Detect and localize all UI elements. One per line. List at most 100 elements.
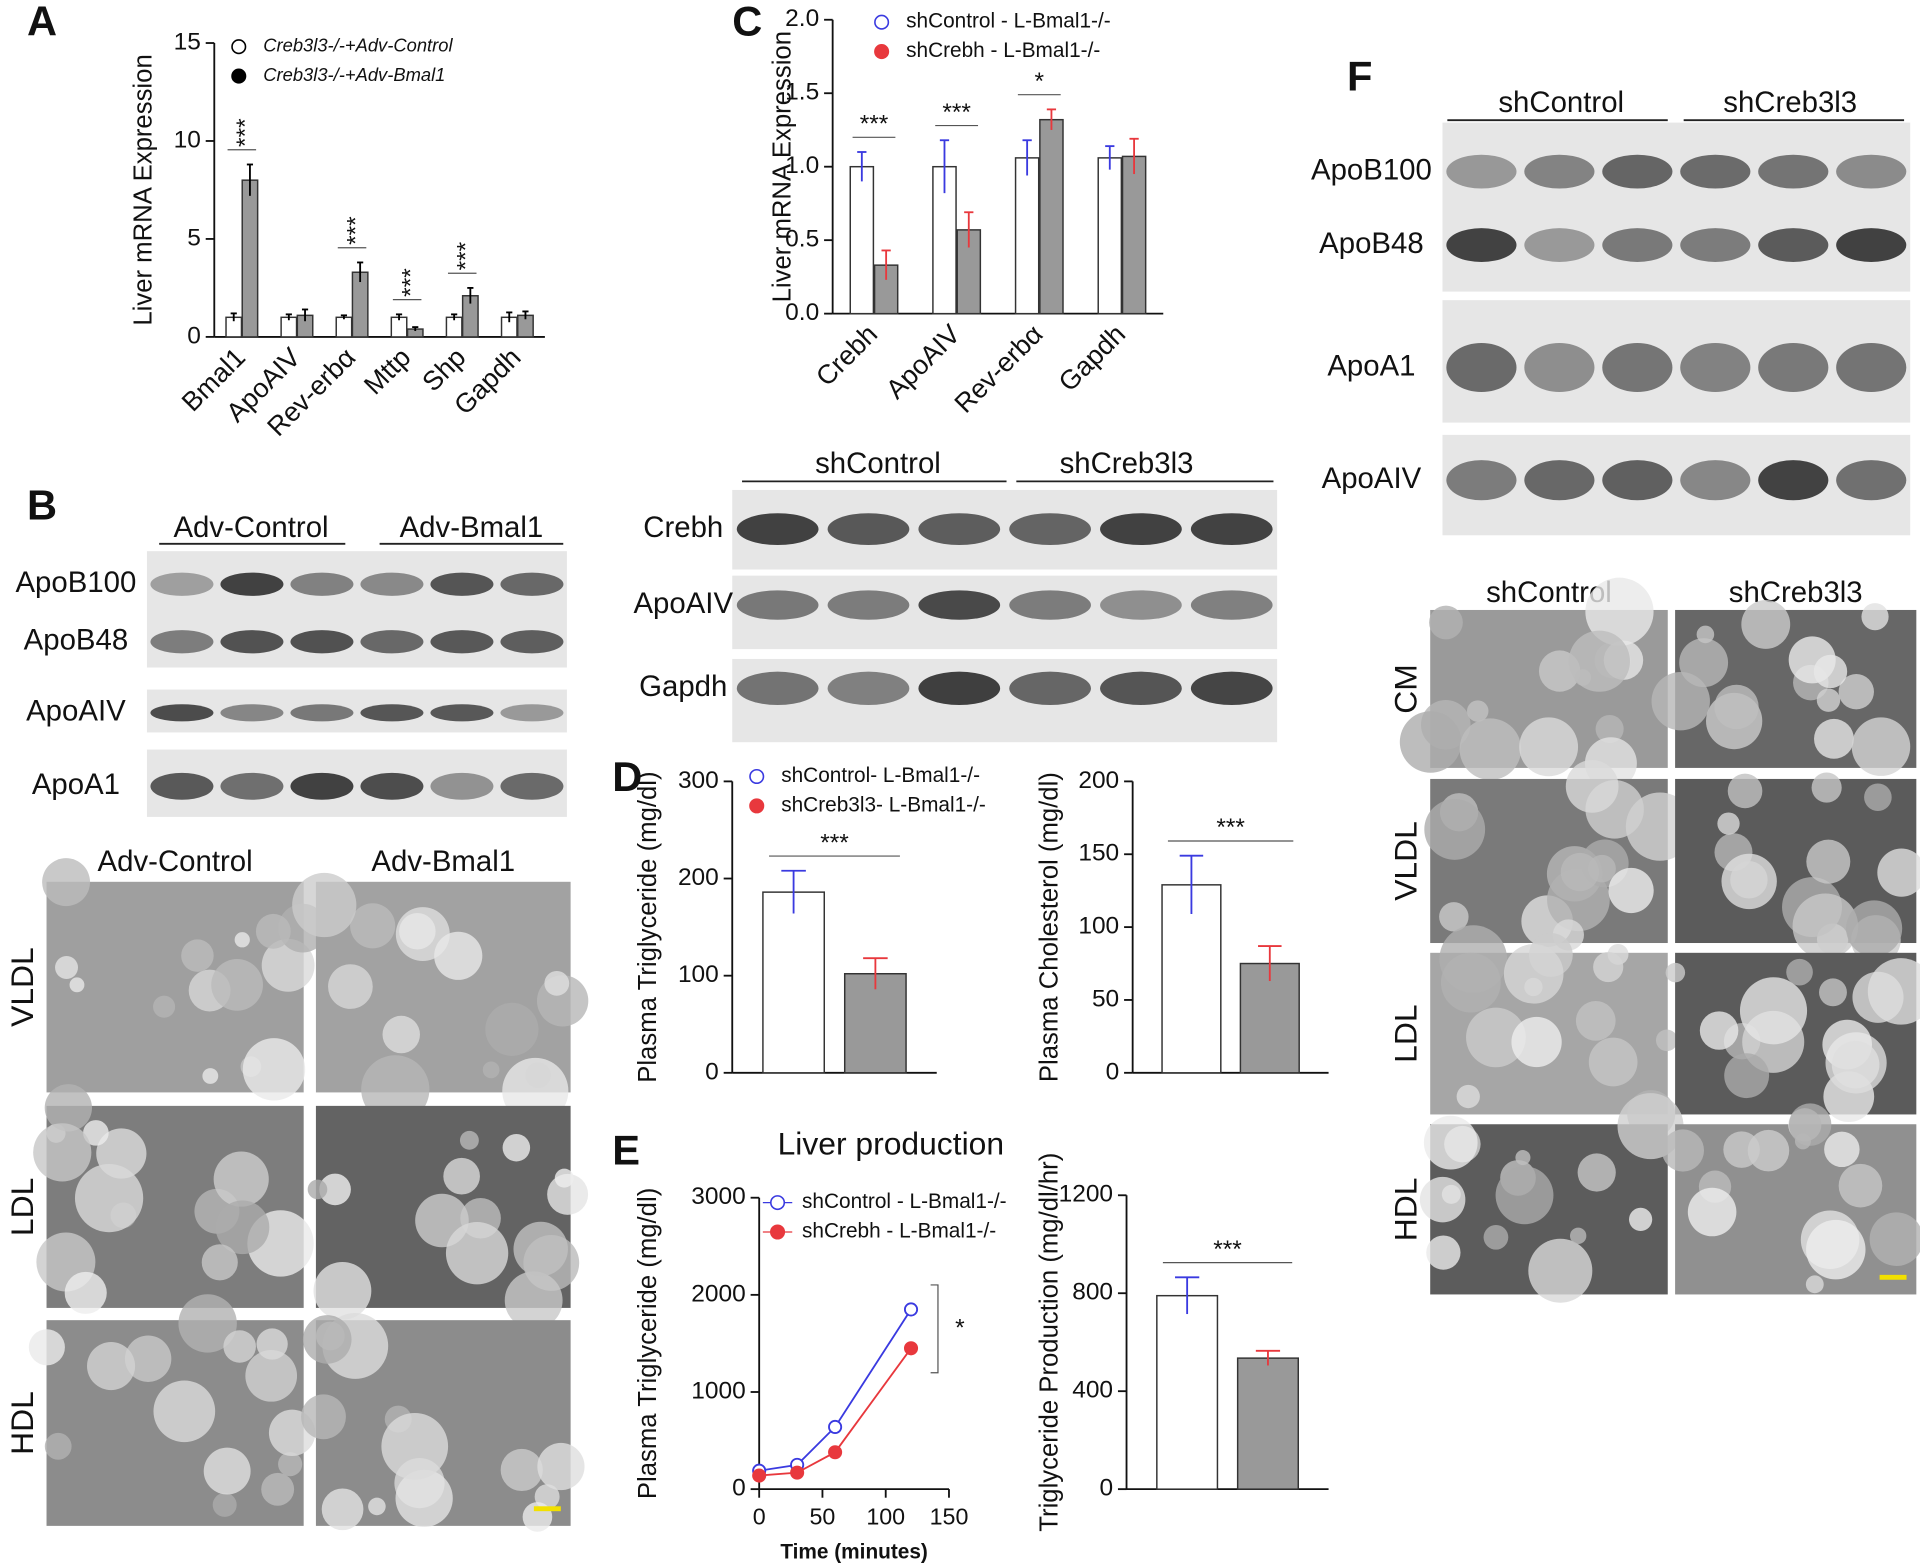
micrograph-row-label: HDL [1388, 1178, 1424, 1242]
particle [1483, 1224, 1509, 1250]
blot-band [1758, 460, 1829, 501]
significance-label: *** [342, 216, 369, 245]
line [759, 1347, 912, 1477]
blot-row-label: ApoB100 [1311, 153, 1432, 186]
particle [42, 858, 91, 907]
y-tick-label: 1.5 [785, 79, 819, 106]
particle [256, 1328, 288, 1360]
blot-band [220, 772, 284, 800]
blot-row-label: ApoAIV [633, 587, 733, 620]
blot-band [1524, 228, 1595, 262]
blot-band [1446, 154, 1517, 189]
particle [1439, 902, 1469, 932]
particle [1511, 1016, 1562, 1068]
particle [1608, 867, 1654, 914]
y-axis-label: Plasma Cholesterol (mg/dl) [1035, 772, 1063, 1082]
particle [301, 1394, 346, 1440]
particle [1467, 700, 1489, 722]
particle [1651, 671, 1710, 731]
particle [1588, 1037, 1638, 1087]
particle [69, 977, 85, 993]
particle [313, 1261, 372, 1320]
particle [215, 1200, 270, 1255]
blot-row-label: Gapdh [639, 670, 727, 703]
particle [1528, 1238, 1593, 1303]
particle [544, 970, 570, 996]
particle [500, 1448, 543, 1492]
blot-band [500, 630, 564, 654]
y-tick-label: 2000 [691, 1280, 745, 1307]
micrograph-row-label: VLDL [4, 947, 40, 1027]
y-axis-label: Liver mRNA Expression [129, 54, 157, 325]
blot-header: shControl [815, 447, 941, 480]
blot-band [360, 772, 424, 800]
blot-band [1758, 343, 1829, 392]
panel-letter: A [27, 0, 57, 45]
y-tick-label: 100 [678, 961, 719, 988]
blot-band [430, 572, 494, 596]
particle [1741, 599, 1791, 649]
blot-band [1602, 460, 1673, 501]
blot-membrane [732, 575, 1278, 650]
y-tick-label: 200 [678, 864, 719, 891]
bar [843, 972, 907, 1074]
particle [482, 1061, 500, 1079]
blot-band [1446, 228, 1517, 262]
blot-band [150, 630, 214, 654]
y-tick-label: 5 [187, 224, 201, 251]
y-tick-label: 0 [1099, 1475, 1113, 1502]
particle [1560, 852, 1600, 892]
y-tick-label: 0.0 [785, 299, 819, 326]
legend-label: shControl - L-Bmal1-/- [906, 10, 1111, 33]
blot-membrane [146, 551, 567, 668]
blot-band [827, 513, 910, 546]
blot-header: Adv-Control [173, 511, 328, 544]
particle [321, 1488, 364, 1531]
blot-band [1680, 460, 1751, 501]
blot-band [1100, 671, 1182, 705]
particle [1794, 1133, 1811, 1150]
chart-title: Liver production [778, 1126, 1004, 1162]
micrograph-header: Adv-Control [98, 845, 253, 878]
blot-band [1680, 228, 1751, 262]
legend-label: Creb3l3-/-+Adv-Bmal1 [263, 64, 445, 85]
particle [1811, 772, 1842, 803]
blot-band [1009, 590, 1091, 620]
significance-label: *** [820, 829, 849, 856]
blot-band [1190, 671, 1273, 705]
blot-band [1836, 460, 1907, 501]
y-tick-label: 10 [174, 126, 201, 153]
particle [1739, 977, 1808, 1045]
y-tick-label: 50 [1092, 985, 1119, 1012]
particle [124, 1335, 172, 1382]
particle [178, 1294, 237, 1353]
significance-label: *** [860, 111, 889, 138]
blot-band [360, 572, 424, 596]
particle [1699, 1011, 1739, 1050]
particle [202, 1068, 219, 1084]
bar [762, 891, 825, 1074]
micrograph-row-label: CM [1388, 664, 1424, 714]
particle [1661, 1129, 1705, 1172]
blot-band [1524, 343, 1595, 392]
legend-marker [231, 39, 247, 55]
y-tick-label: 1000 [691, 1377, 745, 1404]
point [752, 1468, 767, 1483]
micrograph-row-label: LDL [1388, 1004, 1424, 1062]
legend-label: shCrebh - L-Bmal1-/- [802, 1220, 996, 1243]
blot-membrane [1442, 434, 1911, 536]
blot-band [1758, 154, 1829, 189]
point [828, 1445, 843, 1460]
particle [399, 912, 436, 950]
blot-header: Adv-Bmal1 [400, 511, 544, 544]
bar [1236, 1357, 1299, 1490]
legend-label: shControl- L-Bmal1-/- [781, 764, 980, 787]
blot-band [500, 772, 564, 800]
particle [212, 1492, 237, 1517]
blot-band [290, 572, 354, 596]
particle [1577, 1153, 1616, 1192]
legend-marker [874, 14, 890, 30]
particle [1519, 717, 1579, 777]
y-tick-label: 800 [1072, 1279, 1113, 1306]
blot-row-label: ApoA1 [1327, 349, 1415, 382]
